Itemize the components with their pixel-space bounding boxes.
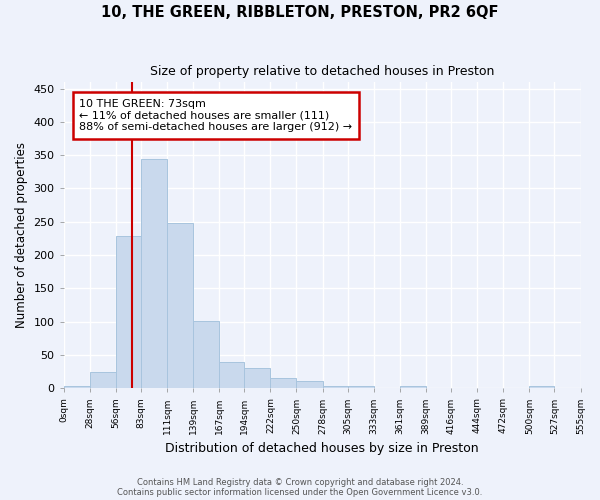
- Text: 10, THE GREEN, RIBBLETON, PRESTON, PR2 6QF: 10, THE GREEN, RIBBLETON, PRESTON, PR2 6…: [101, 5, 499, 20]
- Y-axis label: Number of detached properties: Number of detached properties: [15, 142, 28, 328]
- Bar: [90, 372, 116, 388]
- Bar: [141, 158, 167, 388]
- Bar: [323, 386, 348, 388]
- Bar: [219, 362, 244, 388]
- Title: Size of property relative to detached houses in Preston: Size of property relative to detached ho…: [150, 65, 494, 78]
- Bar: [271, 378, 296, 388]
- Bar: [296, 381, 323, 388]
- Bar: [400, 386, 426, 388]
- Bar: [167, 223, 193, 388]
- Text: Contains HM Land Registry data © Crown copyright and database right 2024.
Contai: Contains HM Land Registry data © Crown c…: [118, 478, 482, 497]
- Bar: [193, 321, 219, 388]
- Bar: [64, 386, 90, 388]
- Bar: [244, 368, 271, 388]
- X-axis label: Distribution of detached houses by size in Preston: Distribution of detached houses by size …: [165, 442, 479, 455]
- Bar: [529, 386, 554, 388]
- Text: 10 THE GREEN: 73sqm
← 11% of detached houses are smaller (111)
88% of semi-detac: 10 THE GREEN: 73sqm ← 11% of detached ho…: [79, 99, 352, 132]
- Bar: [116, 236, 141, 388]
- Bar: [348, 386, 374, 388]
